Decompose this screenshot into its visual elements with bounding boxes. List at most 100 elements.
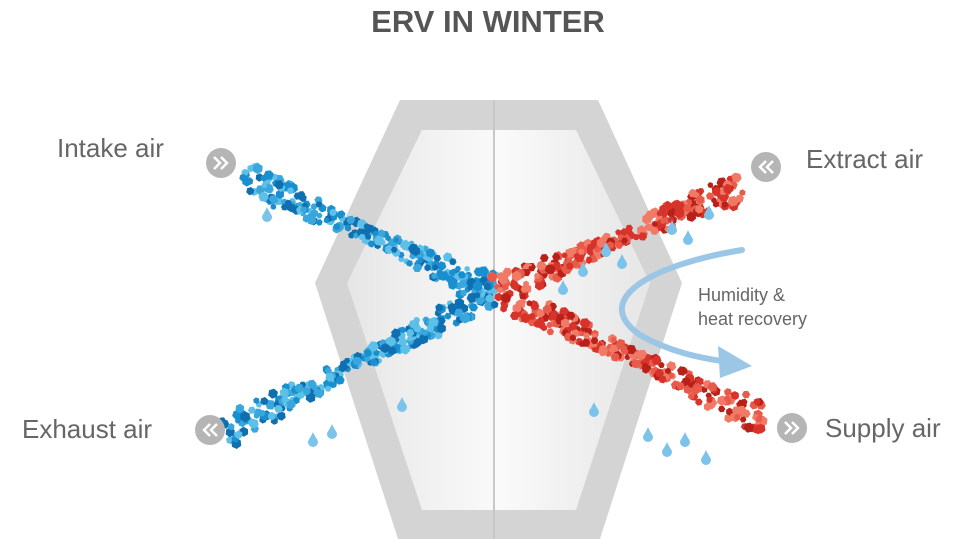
particle xyxy=(638,232,648,241)
particle xyxy=(569,334,576,342)
particle xyxy=(568,321,577,331)
particle xyxy=(552,252,561,261)
particle xyxy=(520,312,531,324)
particle xyxy=(523,280,529,288)
particle xyxy=(734,413,741,421)
particle xyxy=(398,256,405,263)
droplet xyxy=(558,280,568,295)
particle xyxy=(753,398,761,406)
particle xyxy=(343,357,351,364)
particle xyxy=(483,282,492,291)
particle xyxy=(681,367,688,375)
particle xyxy=(530,301,540,311)
particle xyxy=(712,187,721,196)
particle xyxy=(335,375,345,385)
particle xyxy=(561,252,568,259)
particle xyxy=(406,328,415,337)
particle xyxy=(577,248,585,255)
droplet xyxy=(701,450,711,465)
particle xyxy=(498,275,507,284)
particle xyxy=(464,265,470,272)
particle xyxy=(712,200,720,208)
particle xyxy=(258,191,269,202)
particle xyxy=(579,318,591,328)
particle xyxy=(369,358,378,367)
particle xyxy=(253,397,260,404)
particle xyxy=(641,362,649,370)
particle xyxy=(428,317,439,328)
particle xyxy=(544,264,556,275)
particle xyxy=(263,170,274,180)
particle xyxy=(494,292,503,302)
particle xyxy=(417,257,424,264)
particle xyxy=(730,391,739,400)
particle xyxy=(723,183,733,194)
particle xyxy=(433,254,442,262)
particle xyxy=(512,303,522,314)
droplet xyxy=(643,427,653,442)
particle xyxy=(479,277,486,284)
particle xyxy=(739,189,746,196)
air-streams xyxy=(218,162,768,465)
particle xyxy=(364,356,370,363)
particle xyxy=(380,343,390,354)
particle xyxy=(490,300,499,309)
particle xyxy=(512,283,520,291)
particle xyxy=(741,391,751,399)
particle xyxy=(743,422,754,433)
particle xyxy=(385,235,391,242)
particle xyxy=(610,352,620,362)
particle xyxy=(448,303,456,310)
particle xyxy=(718,405,726,413)
particle xyxy=(293,192,302,200)
particle xyxy=(583,332,590,339)
particle xyxy=(302,214,311,223)
particle xyxy=(620,347,629,355)
particle xyxy=(274,405,283,413)
particle xyxy=(294,383,304,393)
particle xyxy=(566,311,576,320)
particle xyxy=(364,349,372,357)
particle xyxy=(437,261,447,271)
particle xyxy=(651,355,662,365)
droplet xyxy=(397,397,407,412)
particle xyxy=(391,328,401,339)
particle xyxy=(234,418,242,424)
particle xyxy=(411,246,421,257)
particle xyxy=(253,412,260,419)
particle xyxy=(455,266,462,272)
particle xyxy=(695,398,703,406)
particle xyxy=(358,233,366,241)
particle xyxy=(659,217,666,224)
particle xyxy=(533,320,542,328)
intake-label: Intake air xyxy=(57,133,164,163)
particle xyxy=(225,427,235,438)
particle xyxy=(585,256,593,263)
particle xyxy=(626,344,637,355)
particle xyxy=(302,387,311,396)
particle xyxy=(448,269,456,276)
particle xyxy=(258,409,266,417)
particle xyxy=(556,313,565,322)
exhaust-icon xyxy=(195,415,225,445)
particle xyxy=(390,246,398,253)
extract-icon xyxy=(751,152,781,182)
particle xyxy=(227,423,235,431)
particle xyxy=(706,396,713,404)
particle xyxy=(279,387,290,398)
particle xyxy=(469,303,478,312)
particle xyxy=(406,260,413,267)
particle xyxy=(536,308,545,318)
particle xyxy=(496,286,504,294)
droplet xyxy=(662,442,672,457)
particle xyxy=(566,262,574,270)
recovery-arrowhead xyxy=(718,346,752,378)
particle xyxy=(444,312,452,320)
particle xyxy=(620,228,629,236)
particle xyxy=(385,244,394,255)
particle xyxy=(457,271,466,279)
particle xyxy=(664,367,672,375)
particle xyxy=(399,344,411,355)
particle xyxy=(574,252,585,263)
